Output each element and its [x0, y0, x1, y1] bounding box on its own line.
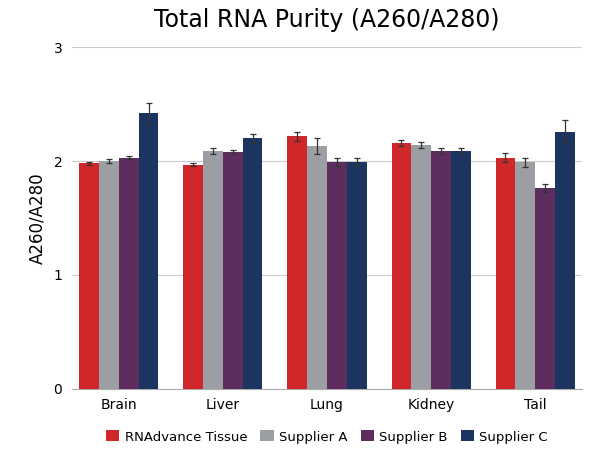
Bar — [307, 146, 327, 389]
Bar — [327, 162, 347, 389]
Bar — [223, 152, 242, 389]
Bar — [392, 143, 412, 389]
Bar — [515, 162, 535, 389]
Bar — [242, 138, 262, 389]
Bar — [203, 151, 223, 389]
Bar — [139, 113, 158, 389]
Bar — [347, 162, 367, 389]
Bar — [555, 132, 575, 389]
Bar — [496, 158, 515, 389]
Bar — [412, 145, 431, 389]
Y-axis label: A260/A280: A260/A280 — [28, 172, 46, 264]
Bar — [535, 189, 555, 389]
Bar — [431, 151, 451, 389]
Title: Total RNA Purity (A260/A280): Total RNA Purity (A260/A280) — [154, 8, 500, 32]
Bar — [451, 151, 470, 389]
Bar — [79, 164, 99, 389]
Bar — [99, 161, 119, 389]
Bar — [119, 158, 139, 389]
Legend: RNAdvance Tissue, Supplier A, Supplier B, Supplier C: RNAdvance Tissue, Supplier A, Supplier B… — [106, 430, 548, 444]
Bar — [184, 164, 203, 389]
Bar — [287, 136, 307, 389]
